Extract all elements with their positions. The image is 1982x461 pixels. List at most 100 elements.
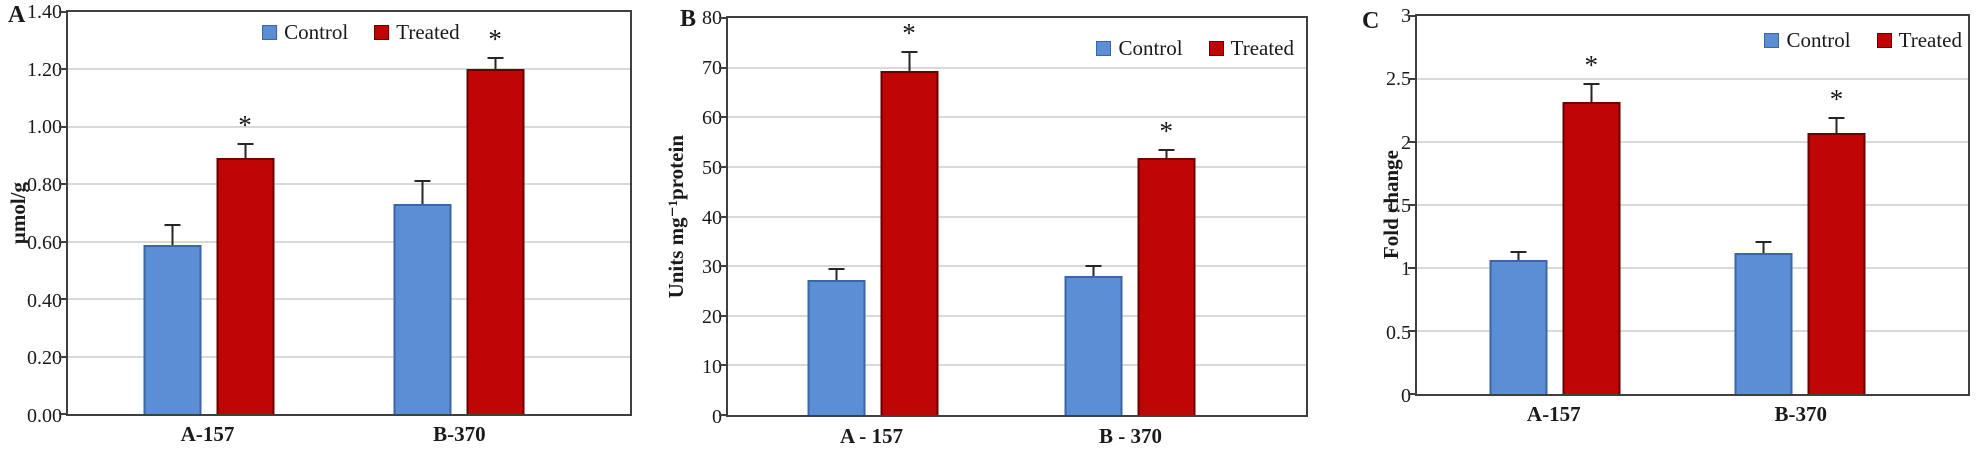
gridline xyxy=(728,215,1306,218)
bar-column-control xyxy=(143,12,201,414)
x-category-label: B - 370 xyxy=(1098,424,1162,448)
bar-column-treated: * xyxy=(1807,16,1866,394)
y-tick-label: 30 xyxy=(702,256,722,279)
gridline xyxy=(1417,267,1968,270)
error-bar-cap xyxy=(237,143,253,146)
error-bar-cap xyxy=(487,56,504,59)
panel-c-letter: C xyxy=(1362,8,1380,34)
x-category-label: A - 157 xyxy=(840,424,903,448)
bar-column-treated: * xyxy=(1137,18,1196,415)
y-tick-label: 0 xyxy=(712,405,722,428)
y-tick-mark xyxy=(1408,141,1415,143)
error-bar-whisker xyxy=(1762,241,1765,253)
y-tick-mark xyxy=(719,414,726,416)
legend-swatch-control xyxy=(262,25,278,40)
significance-asterisk: * xyxy=(488,23,502,54)
bar-control xyxy=(1064,276,1123,415)
bar-treated xyxy=(466,69,525,414)
panel-a-y-tick-labels: 0.00 0.20 0.40 0.60 0.80 1.00 1.20 1.40 xyxy=(4,2,62,426)
y-tick-mark xyxy=(719,364,726,367)
error-bar-whisker xyxy=(1165,150,1168,158)
bar-column-control xyxy=(807,18,865,415)
gridline xyxy=(68,125,630,128)
y-tick-label: 0 xyxy=(1401,384,1411,407)
x-category-label: B-370 xyxy=(1774,402,1827,426)
bar-group: * xyxy=(1064,18,1196,415)
gridline xyxy=(1417,204,1968,206)
y-tick-label: 80 xyxy=(702,6,722,29)
panel-a: A µmol/g 0.00 0.20 0.40 0.60 0.80 1.00 1.20 1.4… xyxy=(0,0,660,461)
y-tick-label: 70 xyxy=(702,56,722,79)
error-bar-cap xyxy=(1755,240,1772,243)
bar-control xyxy=(1489,260,1548,394)
panel-c-y-tick-labels: 0 0.5 1 1.5 2 2.5 3 xyxy=(1353,6,1411,406)
y-tick-label: 50 xyxy=(702,156,722,179)
bar-column-control xyxy=(393,12,452,414)
y-tick-mark xyxy=(59,355,66,358)
bar-treated xyxy=(880,70,938,415)
legend-item-control: Control xyxy=(1096,36,1183,61)
error-bar-cap xyxy=(828,268,844,271)
panel-a-letter: A xyxy=(8,2,26,28)
y-tick-mark xyxy=(719,215,726,218)
panel-b: B Units mg⁻¹protein 0 10 20 30 40 50 60 70 80 * *… xyxy=(660,0,1320,461)
legend: Control Treated xyxy=(1764,28,1962,53)
legend-item-treated: Treated xyxy=(1208,36,1294,61)
legend: Control Treated xyxy=(262,20,460,45)
gridline xyxy=(1417,78,1968,80)
gridline xyxy=(1417,330,1968,333)
y-tick-label: 1.20 xyxy=(27,58,62,81)
panel-c: C Fold change 0 0.5 1 1.5 2 2.5 3 * * Control Tre… xyxy=(1320,0,1982,461)
bar-treated xyxy=(1807,133,1866,394)
y-tick-mark xyxy=(59,125,66,128)
legend-item-treated: Treated xyxy=(1876,28,1962,53)
significance-asterisk: * xyxy=(1159,116,1173,147)
y-tick-label: 2 xyxy=(1401,131,1411,154)
bar-treated xyxy=(216,158,274,414)
bar-column-treated: * xyxy=(216,12,274,414)
legend-item-control: Control xyxy=(1764,28,1851,53)
bar-group: * xyxy=(807,18,938,415)
y-tick-mark xyxy=(59,183,66,186)
panel-a-x-category-labels: A-157 B-370 xyxy=(66,422,632,454)
error-bar-whisker xyxy=(908,52,910,71)
bar-treated xyxy=(1562,101,1621,394)
panel-b-x-category-labels: A - 157 B - 370 xyxy=(726,424,1308,456)
error-bar-whisker xyxy=(1590,84,1593,102)
y-tick-label: 60 xyxy=(702,106,722,129)
bar-group: * xyxy=(393,12,525,414)
panel-b-letter: B xyxy=(680,6,697,32)
significance-asterisk: * xyxy=(902,18,916,49)
bar-column-control xyxy=(1489,16,1548,394)
bar-control xyxy=(143,244,201,414)
legend-swatch-control xyxy=(1096,41,1112,56)
legend-swatch-treated xyxy=(374,25,390,40)
y-tick-label: 3 xyxy=(1401,4,1411,27)
y-tick-label: 1 xyxy=(1401,258,1411,281)
legend-item-treated: Treated xyxy=(374,20,460,45)
y-tick-label: 0.80 xyxy=(27,173,62,196)
bar-control xyxy=(1734,252,1793,394)
error-bar-whisker xyxy=(421,181,424,205)
legend-swatch-treated xyxy=(1876,33,1892,48)
y-tick-mark xyxy=(1408,267,1415,269)
error-bar-whisker xyxy=(171,224,173,245)
y-tick-label: 0.20 xyxy=(27,347,62,370)
x-category-label: A-157 xyxy=(180,422,235,446)
error-bar-cap xyxy=(1828,117,1845,120)
error-bar-whisker xyxy=(244,144,246,159)
y-tick-label: 1.00 xyxy=(27,116,62,139)
error-bar-cap xyxy=(1085,265,1102,268)
legend-swatch-treated xyxy=(1208,41,1224,56)
x-category-label: B-370 xyxy=(433,422,486,446)
legend-label: Control xyxy=(1118,36,1183,60)
bar-group: * xyxy=(1489,16,1621,394)
y-tick-label: 0.60 xyxy=(27,231,62,254)
y-tick-label: 1.40 xyxy=(27,0,62,23)
y-tick-mark xyxy=(59,240,66,243)
bar-control xyxy=(393,204,452,414)
error-bar-whisker xyxy=(1517,251,1520,261)
y-tick-mark xyxy=(59,298,66,301)
gridline xyxy=(728,66,1306,69)
